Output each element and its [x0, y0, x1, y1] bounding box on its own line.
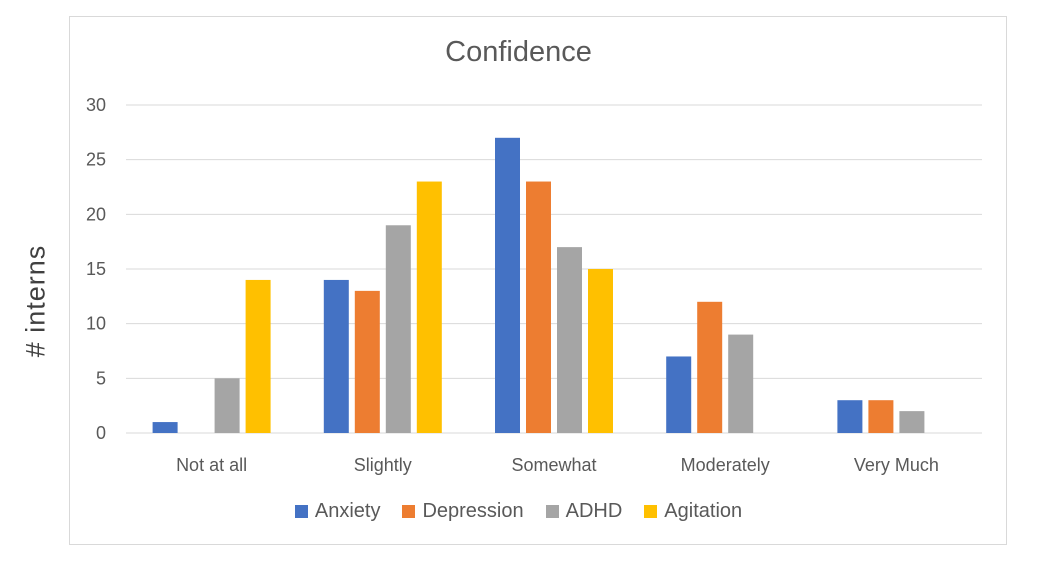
legend: Anxiety Depression ADHD Agitation: [0, 500, 1037, 523]
x-tick-label: Moderately: [681, 455, 770, 475]
bar-adhd-very-much: [899, 411, 925, 433]
legend-swatch: [402, 505, 416, 518]
y-tick-label: 30: [86, 95, 106, 115]
bar-depression-slightly: [354, 290, 380, 433]
legend-item: Depression: [402, 500, 524, 523]
legend-swatch: [294, 505, 308, 518]
x-tick-label: Somewhat: [511, 455, 596, 475]
legend-label: Depression: [422, 500, 524, 522]
bar-anxiety-very-much: [837, 400, 863, 433]
legend-label: Agitation: [664, 500, 743, 522]
bar-adhd-slightly: [385, 225, 411, 433]
bar-depression-moderately: [697, 301, 723, 433]
legend-item: ADHD: [545, 500, 623, 523]
y-tick-label: 20: [86, 204, 106, 224]
bar-depression-somewhat: [526, 181, 551, 433]
bar-agitation-slightly: [416, 181, 442, 433]
legend-item: Agitation: [644, 500, 742, 523]
x-tick-label: Slightly: [354, 455, 412, 475]
chart-title: Confidence: [445, 36, 592, 68]
legend-label: Anxiety: [314, 500, 381, 522]
bar-agitation-somewhat: [588, 269, 613, 433]
y-tick-label: 15: [86, 259, 106, 279]
bar-anxiety-moderately: [666, 356, 692, 433]
bar-anxiety-not-at-all: [152, 422, 178, 433]
y-tick-label: 10: [86, 314, 106, 334]
bar-depression-very-much: [868, 400, 894, 433]
bar-anxiety-somewhat: [495, 137, 520, 434]
bar-agitation-not-at-all: [245, 279, 271, 433]
legend-label: ADHD: [565, 500, 623, 522]
bar-adhd-moderately: [728, 334, 754, 433]
legend-swatch: [545, 505, 559, 518]
legend-swatch: [644, 505, 658, 518]
x-tick-label: Not at all: [176, 455, 247, 475]
legend-item: Anxiety: [294, 500, 381, 523]
x-tick-label: Very Much: [854, 455, 939, 475]
bar-adhd-somewhat: [557, 247, 582, 433]
y-tick-label: 5: [96, 368, 106, 388]
bar-anxiety-slightly: [323, 279, 349, 433]
y-tick-label: 0: [96, 423, 106, 443]
bar-adhd-not-at-all: [214, 378, 240, 433]
y-tick-label: 25: [86, 150, 106, 170]
